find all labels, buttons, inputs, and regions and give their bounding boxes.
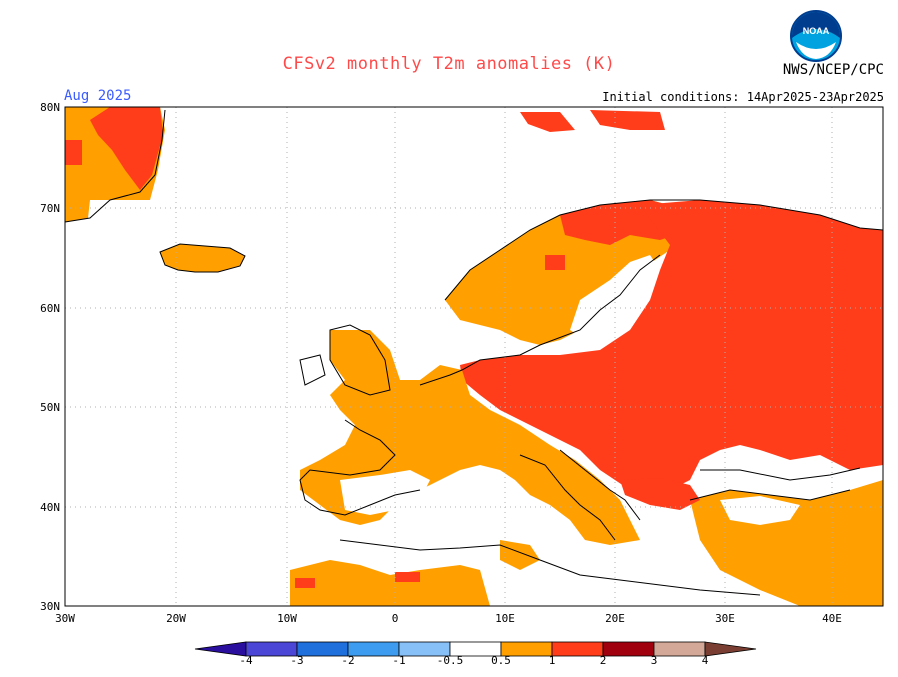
lon-label: 30E [715, 612, 735, 625]
colorbar-segment [347, 641, 400, 657]
longitude-labels: 30W 20W 10W 0 10E 20E 30E 40E [55, 612, 842, 625]
colorbar-label: -3 [290, 654, 303, 667]
anomaly-fill [65, 107, 883, 606]
colorbar-segment [194, 641, 247, 657]
lat-label: 50N [40, 401, 60, 414]
colorbar-segment [245, 641, 298, 657]
graticule [65, 107, 883, 606]
colorbar-segment [296, 641, 349, 657]
iceland-anomaly [160, 244, 245, 272]
colorbar-label: 0.5 [491, 654, 511, 667]
colorbar-labels: -4 -3 -2 -1 -0.5 0.5 1 2 3 4 [239, 654, 708, 667]
colorbar-segment [704, 641, 757, 657]
lon-label: 10W [277, 612, 297, 625]
agency-label: NWS/NCEP/CPC [782, 62, 884, 78]
lon-label: 10E [495, 612, 515, 625]
initial-conditions-label: Initial conditions: 14Apr2025-23Apr2025 [602, 90, 884, 104]
lon-label: 20W [166, 612, 186, 625]
coastlines [64, 109, 884, 596]
colorbar-label: 1 [549, 654, 556, 667]
lat-label: 70N [40, 202, 60, 215]
lat-label: 30N [40, 600, 60, 613]
colorbar-label: -0.5 [437, 654, 464, 667]
colorbar-segment [653, 641, 706, 657]
colorbar-label: 3 [651, 654, 658, 667]
colorbar [194, 641, 757, 657]
colorbar-segment [602, 641, 655, 657]
lon-label: 0 [392, 612, 399, 625]
lon-label: 40E [822, 612, 842, 625]
lat-label: 60N [40, 302, 60, 315]
colorbar-label: -2 [341, 654, 354, 667]
lon-label: 20E [605, 612, 625, 625]
colorbar-label: -1 [392, 654, 405, 667]
eastern-europe-anomaly [460, 200, 883, 495]
colorbar-label: 4 [702, 654, 709, 667]
lat-label: 80N [40, 101, 60, 114]
north-africa-anomaly [290, 560, 490, 606]
noaa-logo: NOAA [790, 10, 842, 62]
noaa-logo-text: NOAA [803, 26, 830, 36]
map-title: CFSv2 monthly T2m anomalies (K) [282, 54, 616, 74]
lat-label: 40N [40, 501, 60, 514]
lon-label: 30W [55, 612, 75, 625]
colorbar-segment [551, 641, 604, 657]
month-label: Aug 2025 [64, 88, 132, 104]
colorbar-label: 2 [600, 654, 607, 667]
latitude-labels: 80N 70N 60N 50N 40N 30N [40, 101, 60, 613]
greenland-warm [90, 107, 163, 190]
colorbar-label: -4 [239, 654, 253, 667]
